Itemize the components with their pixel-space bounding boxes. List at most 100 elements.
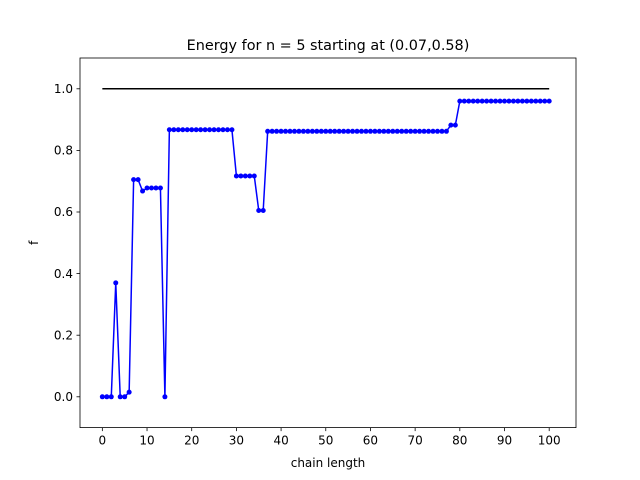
series-0-point (430, 128, 436, 134)
series-0-point (461, 98, 467, 104)
series-0-point (274, 128, 280, 134)
series-0-point (180, 127, 186, 133)
series-0-point (399, 128, 405, 134)
series-0-point (269, 128, 275, 134)
series-0-point (131, 177, 137, 183)
x-tick-label: 30 (229, 434, 244, 448)
series-0-point (260, 207, 266, 213)
x-tick-label: 40 (273, 434, 288, 448)
series-0-point (314, 128, 320, 134)
series-0-point (372, 128, 378, 134)
series-0-point (367, 128, 373, 134)
series-0-point (466, 98, 472, 104)
series-0-point (251, 173, 257, 179)
series-0-point (323, 128, 329, 134)
series-0-point (224, 127, 230, 133)
series-0-point (175, 127, 181, 133)
series-0-point (394, 128, 400, 134)
series-0-point (318, 128, 324, 134)
y-tick-label: 0.8 (54, 144, 73, 158)
series-0-point (233, 173, 239, 179)
series-0-point (296, 128, 302, 134)
y-axis-label: f (27, 240, 41, 245)
series-0-point (149, 185, 154, 191)
series-0-point (126, 389, 132, 395)
series-0-point (189, 127, 195, 133)
series-0-point (207, 127, 213, 133)
series-0-point (117, 394, 123, 400)
series-0-point (493, 98, 499, 104)
series-0-point (439, 128, 445, 134)
series-0-point (104, 394, 110, 400)
series-0-point (403, 128, 409, 134)
x-tick-label: 100 (538, 434, 561, 448)
x-tick-label: 80 (452, 434, 467, 448)
series-0-point (108, 394, 114, 400)
series-0-point (385, 128, 391, 134)
series-0-point (448, 122, 454, 128)
series-0-point (421, 128, 427, 134)
chart-title: Energy for n = 5 starting at (0.07,0.58) (187, 38, 470, 54)
series-0-point (533, 98, 539, 104)
series-0-point (144, 185, 150, 191)
series-0-point (510, 98, 516, 104)
y-axis: 0.0 0.2 0.4 0.6 0.8 1.0 (54, 82, 80, 404)
series-0-point (546, 98, 552, 104)
series-0-point (135, 177, 141, 183)
x-tick-label: 50 (318, 434, 333, 448)
series-0-point (412, 128, 418, 134)
series-0-point (140, 188, 146, 194)
series-0-point (309, 128, 315, 134)
series-0-point (193, 127, 199, 133)
axes-frame (79, 57, 577, 429)
series-0-point (166, 127, 172, 133)
series-0-point (345, 128, 351, 134)
series-0-point (542, 98, 548, 104)
series-0-point (162, 394, 168, 400)
series-0-point (506, 98, 512, 104)
x-tick-label: 90 (497, 434, 512, 448)
series-0-point (278, 128, 284, 134)
series-0-point (524, 98, 530, 104)
x-tick-label: 10 (139, 434, 154, 448)
series-0-point (265, 128, 271, 134)
series-0-point (376, 128, 382, 134)
series-0-point (300, 128, 306, 134)
series-0-point (332, 128, 338, 134)
series-0-point (220, 127, 226, 133)
series-0-point (408, 128, 414, 134)
series-0-point (452, 122, 458, 128)
series-0-point (341, 128, 347, 134)
series-0-point (283, 128, 289, 134)
series-0-point (359, 128, 365, 134)
series-0-point (363, 128, 369, 134)
series-0-point (202, 127, 208, 133)
x-tick-label: 60 (363, 434, 378, 448)
plot-area (99, 88, 552, 400)
series-0-point (113, 280, 119, 286)
series-0-point (242, 173, 248, 179)
series-0-point (171, 127, 177, 133)
series-0-point (479, 98, 485, 104)
series-0-point (434, 128, 440, 134)
series-0-point (305, 128, 311, 134)
x-tick-label: 70 (407, 434, 422, 448)
x-tick-label: 0 (99, 434, 107, 448)
series-0-point (470, 98, 476, 104)
series-0-point (426, 128, 432, 134)
series-0-point (488, 98, 494, 104)
series-0-point (122, 394, 128, 400)
series-0-point (247, 173, 253, 179)
x-axis-label: chain length (291, 456, 366, 470)
y-tick-label: 0.0 (54, 390, 73, 404)
series-0-point (390, 128, 396, 134)
series-0-point (157, 185, 163, 191)
series-0-point (515, 98, 521, 104)
y-tick-label: 0.6 (54, 205, 73, 219)
y-tick-label: 1.0 (54, 82, 73, 96)
series-0-point (336, 128, 342, 134)
series-0-point (497, 98, 503, 104)
series-0-point (354, 128, 360, 134)
